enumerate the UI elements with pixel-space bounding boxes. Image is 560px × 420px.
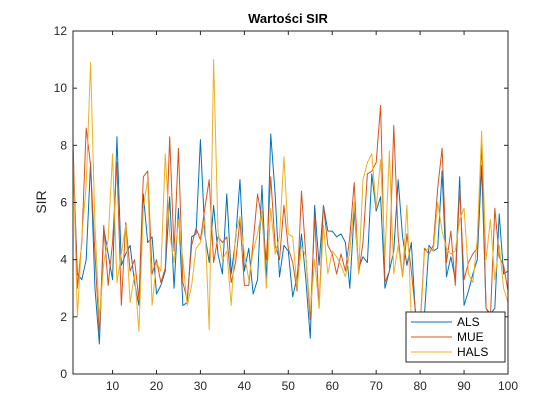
x-tick-label: 10	[106, 379, 120, 393]
x-tick-label: 40	[238, 379, 252, 393]
x-tick-label: 20	[150, 379, 164, 393]
chart-title: Wartości SIR	[248, 11, 328, 26]
y-tick-label: 2	[60, 310, 67, 324]
legend-label-mue: MUE	[457, 330, 484, 344]
y-tick-label: 6	[60, 196, 67, 210]
x-tick-label: 60	[326, 379, 340, 393]
y-axis-ticks: 0 2 4 6 8 10 12	[54, 24, 508, 381]
y-tick-label: 8	[60, 138, 67, 152]
x-tick-label: 50	[282, 379, 296, 393]
y-tick-label: 12	[54, 24, 68, 38]
y-tick-label: 10	[54, 81, 68, 95]
x-tick-label: 70	[370, 379, 384, 393]
legend-label-als: ALS	[457, 315, 480, 329]
y-tick-label: 0	[60, 367, 67, 381]
x-tick-label: 30	[194, 379, 208, 393]
series-layer	[72, 59, 509, 345]
x-tick-label: 80	[413, 379, 427, 393]
series-line-als	[72, 133, 509, 345]
y-tick-label: 4	[60, 253, 67, 267]
series-line-mue	[72, 104, 509, 335]
x-tick-label: 100	[498, 379, 518, 393]
y-axis-label: SIR	[33, 190, 49, 213]
legend-label-hals: HALS	[457, 345, 488, 359]
x-tick-label: 90	[457, 379, 471, 393]
series-line-hals	[72, 59, 509, 332]
x-axis-ticks: 10 20 30 40 50 60 70 80 90 100	[106, 31, 518, 393]
